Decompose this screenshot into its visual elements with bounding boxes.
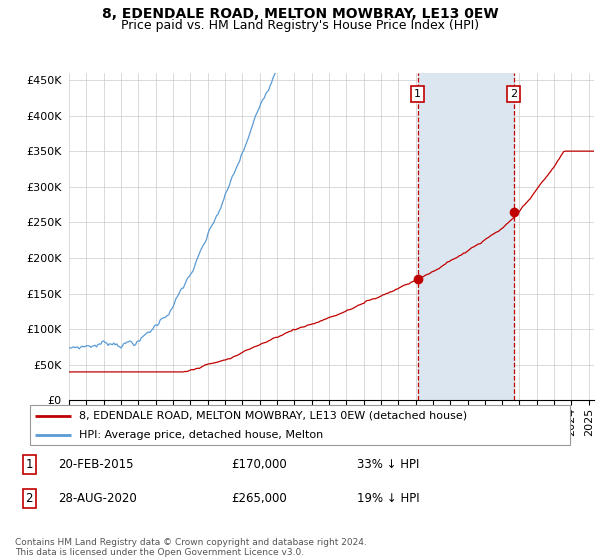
Text: Contains HM Land Registry data © Crown copyright and database right 2024.
This d: Contains HM Land Registry data © Crown c… xyxy=(15,538,367,557)
Text: HPI: Average price, detached house, Melton: HPI: Average price, detached house, Melt… xyxy=(79,430,323,440)
Text: £265,000: £265,000 xyxy=(232,492,287,505)
Text: 2: 2 xyxy=(25,492,33,505)
Text: Price paid vs. HM Land Registry's House Price Index (HPI): Price paid vs. HM Land Registry's House … xyxy=(121,19,479,32)
Text: 1: 1 xyxy=(414,89,421,99)
Text: 8, EDENDALE ROAD, MELTON MOWBRAY, LE13 0EW: 8, EDENDALE ROAD, MELTON MOWBRAY, LE13 0… xyxy=(101,7,499,21)
Text: 1: 1 xyxy=(25,458,33,470)
Text: 2: 2 xyxy=(510,89,517,99)
Text: £170,000: £170,000 xyxy=(232,458,287,470)
Text: 20-FEB-2015: 20-FEB-2015 xyxy=(58,458,133,470)
Text: 19% ↓ HPI: 19% ↓ HPI xyxy=(357,492,419,505)
Text: 8, EDENDALE ROAD, MELTON MOWBRAY, LE13 0EW (detached house): 8, EDENDALE ROAD, MELTON MOWBRAY, LE13 0… xyxy=(79,411,467,421)
Text: 28-AUG-2020: 28-AUG-2020 xyxy=(58,492,137,505)
Text: 33% ↓ HPI: 33% ↓ HPI xyxy=(357,458,419,470)
FancyBboxPatch shape xyxy=(30,405,570,445)
Bar xyxy=(418,73,514,400)
